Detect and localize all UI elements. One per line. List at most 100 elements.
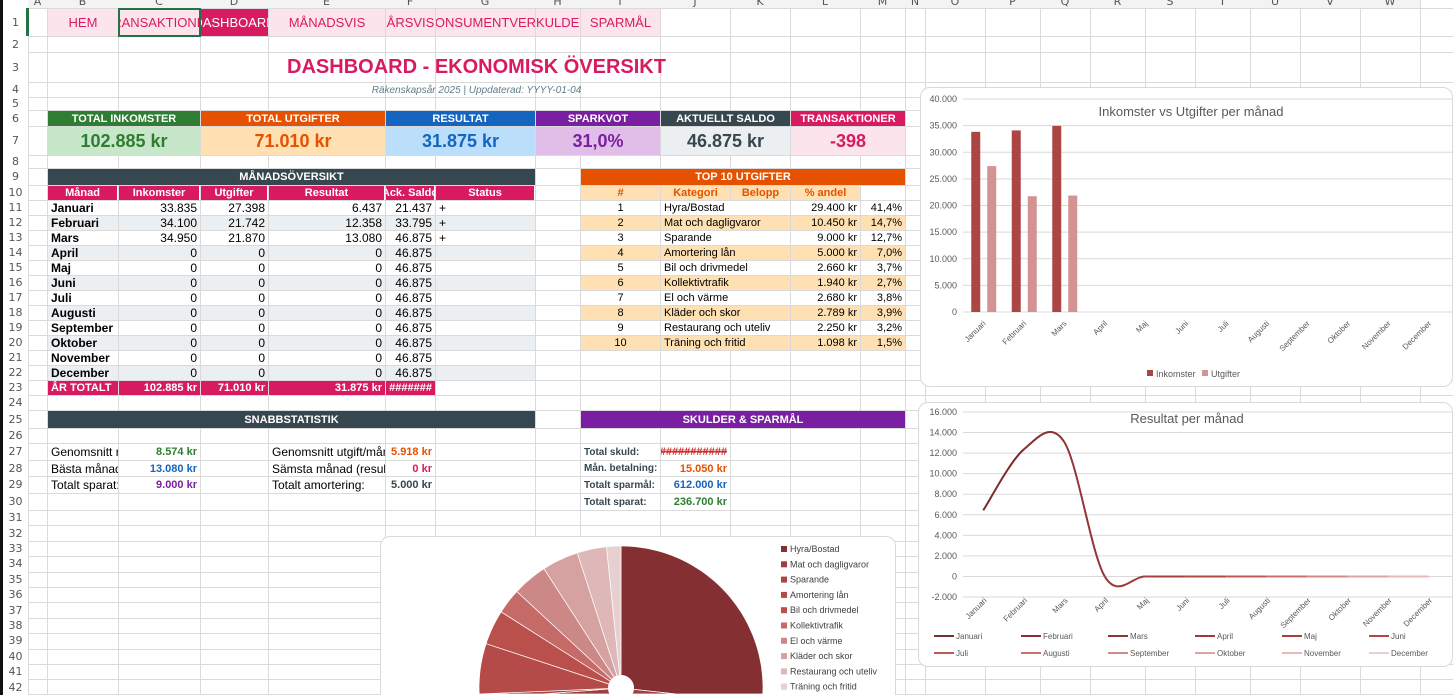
top10-column-header[interactable]: Belopp [731,186,790,200]
top10-column-header[interactable]: Kategori [661,186,730,200]
column-header[interactable]: M [860,0,905,8]
row-header[interactable]: 10 [3,185,28,200]
window-edge [0,0,3,695]
monthly-column-header[interactable]: Månad [48,186,118,200]
top10-column-header[interactable]: # [581,186,660,200]
row-header[interactable]: 19 [3,320,28,335]
row-header[interactable]: 20 [3,335,28,350]
result-per-month-chart[interactable]: -2.000 0 2.000 4.000 6.000 8.000 10.000 12.000 1… [918,402,1453,667]
row-header[interactable]: 32 [3,525,28,541]
row-header[interactable]: 22 [3,365,28,380]
column-header[interactable]: P [985,0,1040,8]
monthly-column-header[interactable]: Status [436,186,535,200]
column-gridline [905,0,906,695]
pie-slice [500,590,622,689]
row-header[interactable]: 8 [3,155,28,168]
nav-konsumentverk[interactable]: KONSUMENTVERK [436,9,535,36]
row-header[interactable]: 28 [3,460,28,476]
nav-årsvis[interactable]: ÅRSVIS [386,9,435,36]
row-header[interactable]: 11 [3,200,28,215]
monthly-column-header[interactable]: Utgifter [201,186,268,200]
row-header[interactable]: 26 [3,428,28,443]
row-header[interactable]: 16 [3,275,28,290]
column-header[interactable]: J [660,0,730,8]
row-header[interactable]: 35 [3,571,28,587]
monthly-column-header[interactable]: Resultat [269,186,385,200]
column-header[interactable]: T [1195,0,1250,8]
nav-månadsvis[interactable]: MÅNADSVIS [269,9,385,36]
row-header[interactable]: 1 [3,8,28,36]
column-header[interactable]: V [1300,0,1360,8]
column-header[interactable]: N [905,0,925,8]
column-header[interactable]: L [790,0,860,8]
column-header[interactable]: G [435,0,535,8]
row-header[interactable]: 37 [3,602,28,618]
column-gridline [28,0,29,695]
column-header[interactable]: R [1090,0,1145,8]
month-name: Augusti [48,306,118,320]
year-total-cell: ÅR TOTALT [48,381,118,395]
column-header[interactable]: W [1360,0,1420,8]
row-header[interactable]: 29 [3,476,28,493]
debt-value: ########### [661,446,727,458]
expense-category: Kläder och skor [661,306,790,320]
row-header[interactable]: 40 [3,648,28,664]
nav-sparmål[interactable]: SPARMÅL [581,9,660,36]
top-expenses-pie-chart[interactable]: Hyra/Bostad Mat och dagligvaror Sparande Am… [380,536,896,695]
doughnut-hole [608,675,634,694]
nav-hem[interactable]: HEM [48,9,118,36]
row-header[interactable]: 30 [3,493,28,510]
column-header[interactable]: K [730,0,790,8]
row-header[interactable]: 41 [3,664,28,680]
nav-skulder[interactable]: SKULDER [536,9,580,36]
row-header[interactable]: 33 [3,540,28,557]
row-header[interactable]: 24 [3,395,28,410]
row-header[interactable]: 5 [3,97,28,110]
row-header[interactable]: 21 [3,350,28,365]
row-header[interactable]: 7 [3,126,28,155]
monthly-column-header[interactable]: Inkomster [119,186,200,200]
column-header[interactable]: A [28,0,47,8]
column-header[interactable]: B [47,0,118,8]
row-header[interactable]: 27 [3,443,28,460]
row-header[interactable]: 36 [3,587,28,603]
row-header[interactable]: 2 [3,36,28,52]
row-header[interactable]: 34 [3,556,28,572]
row-header[interactable]: 17 [3,290,28,305]
column-header[interactable]: F [385,0,435,8]
x-tick-label: Februari [1002,596,1030,624]
row-header[interactable]: 9 [3,168,28,185]
column-header[interactable]: E [268,0,385,8]
row-header[interactable]: 6 [3,110,28,126]
row-header[interactable]: 42 [3,679,28,695]
quickstats-header: SNABBSTATISTIK [48,411,535,428]
row-header[interactable]: 12 [3,215,28,230]
column-header[interactable]: H [535,0,580,8]
row-header[interactable]: 18 [3,305,28,320]
rank: 7 [581,291,660,305]
monthly-column-header[interactable]: Ack. Saldo [386,186,435,200]
row-header[interactable]: 38 [3,617,28,634]
expense-amount: 9.000 kr [791,231,860,245]
column-header[interactable]: O [925,0,985,8]
column-header[interactable]: Q [1040,0,1090,8]
row-header[interactable]: 13 [3,230,28,245]
row-header[interactable]: 39 [3,633,28,649]
row-header[interactable]: 14 [3,245,28,260]
column-header[interactable]: U [1250,0,1300,8]
column-header[interactable]: S [1145,0,1195,8]
row-header[interactable]: 3 [3,52,28,82]
nav-transaktioner[interactable]: TRANSAKTIONER [118,8,201,37]
row-header[interactable]: 31 [3,510,28,526]
row-header[interactable]: 23 [3,380,28,395]
row-header[interactable]: 4 [3,82,28,97]
column-header[interactable]: I [580,0,660,8]
top10-column-header[interactable]: % andel [791,186,860,200]
column-header[interactable]: D [200,0,268,8]
row-header[interactable]: 15 [3,260,28,275]
row-header[interactable]: 25 [3,410,28,428]
nav-dashboard[interactable]: DASHBOARD [201,9,268,36]
column-header[interactable]: C [118,0,200,8]
income-vs-expenses-chart[interactable]: 0 5.000 10.000 15.000 20.000 25.000 30.000 35.0… [920,87,1453,387]
row-gridline [0,245,1453,246]
